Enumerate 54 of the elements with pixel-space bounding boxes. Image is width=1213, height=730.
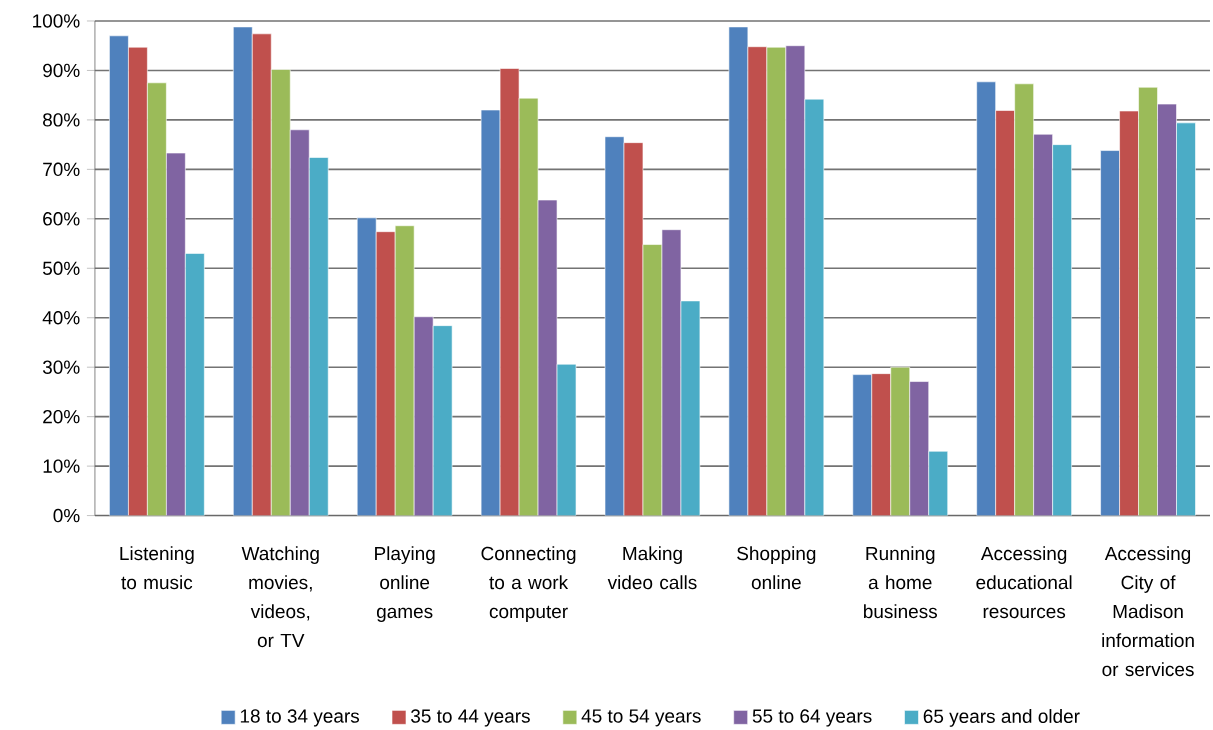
y-tick-label: 60% bbox=[43, 211, 80, 226]
bar bbox=[356, 217, 377, 516]
bar bbox=[109, 35, 129, 516]
legend-label: 18 to 34 years bbox=[240, 709, 360, 727]
bar bbox=[166, 152, 186, 516]
legend-label: 65 years and older bbox=[923, 708, 1080, 727]
bar bbox=[871, 373, 892, 516]
bar bbox=[976, 81, 996, 516]
bar bbox=[252, 33, 272, 516]
y-tick-label: 50% bbox=[42, 261, 80, 275]
x-tick-label: Connecting to a work computer bbox=[481, 546, 576, 622]
x-tick-label: Making video calls bbox=[607, 546, 697, 590]
y-tick-label: 10% bbox=[43, 459, 80, 473]
bar bbox=[394, 225, 415, 516]
bar bbox=[128, 46, 148, 516]
y-tick-label: 80% bbox=[43, 112, 80, 127]
bar bbox=[1033, 133, 1053, 516]
x-tick-label: Accessing City of Madison information or services bbox=[1102, 546, 1194, 676]
bar bbox=[185, 252, 205, 516]
y-tick-label: 100% bbox=[33, 14, 80, 28]
bar bbox=[1014, 83, 1034, 516]
x-tick-label: Watching movies, videos, or TV bbox=[241, 546, 319, 647]
bar bbox=[233, 26, 253, 516]
x-tick-label: Playing online games bbox=[375, 546, 435, 622]
x-tick-label: Accessing educational resources bbox=[976, 546, 1072, 618]
bar bbox=[1119, 110, 1139, 516]
bar bbox=[1176, 122, 1196, 516]
bar bbox=[928, 450, 949, 516]
bar bbox=[852, 374, 873, 516]
bar bbox=[1157, 103, 1177, 516]
y-tick-label: 20% bbox=[43, 409, 80, 424]
legend-label: 55 to 64 years bbox=[752, 709, 872, 727]
bar bbox=[375, 231, 396, 516]
y-tick-label: 40% bbox=[42, 310, 80, 325]
x-tick-label: Listening to music bbox=[120, 546, 194, 590]
bar bbox=[1100, 150, 1120, 516]
bar bbox=[804, 98, 825, 516]
bar bbox=[308, 157, 329, 516]
x-tick-label: Running a home business bbox=[864, 546, 938, 618]
y-tick-label: 30% bbox=[42, 360, 80, 374]
legend-label: 45 to 54 years bbox=[581, 709, 701, 727]
bar bbox=[1052, 144, 1072, 516]
y-tick-label: 70% bbox=[43, 162, 80, 176]
bar bbox=[289, 129, 310, 516]
bar bbox=[995, 110, 1015, 516]
bar bbox=[909, 381, 930, 516]
bar bbox=[270, 68, 291, 516]
x-tick-label: Shopping online bbox=[737, 546, 816, 590]
y-tick-label: 90% bbox=[43, 63, 80, 77]
bar bbox=[1138, 86, 1158, 516]
legend-label: 35 to 44 years bbox=[411, 709, 530, 727]
bar bbox=[147, 82, 167, 516]
y-tick-label: 0% bbox=[53, 508, 80, 523]
bar bbox=[890, 366, 911, 516]
